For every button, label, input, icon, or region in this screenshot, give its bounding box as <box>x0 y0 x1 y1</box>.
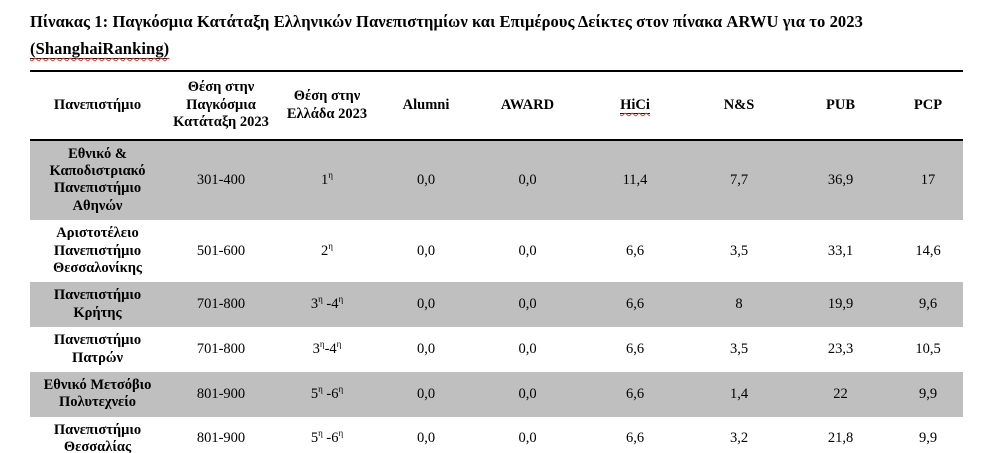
title-shanghairanking: (ShanghaiRanking) <box>30 39 170 60</box>
award-score: 0,0 <box>518 385 537 402</box>
university-name: Πανεπιστήμιο Θεσσαλίας <box>53 421 142 453</box>
pub-score: 23,3 <box>827 340 854 357</box>
greece-rank-value: 5η -6η <box>310 383 344 402</box>
table-row: Εθνικό Μετσόβιο Πολυτεχνείο 801-900 5η -6η… <box>30 371 963 417</box>
pub-score: 22 <box>833 385 848 402</box>
hici-score: 6,6 <box>625 430 645 447</box>
table-header-row: Πανεπιστήμιο Θέση στην Παγκόσμια Κατάταξ… <box>30 71 963 141</box>
award-score: 0,0 <box>518 242 537 259</box>
world-rank-value: 501-600 <box>196 242 246 259</box>
table-row: Εθνικό & Καποδιστριακό Πανεπιστήμιο Αθην… <box>30 139 963 221</box>
header-world-rank: Θέση στην Παγκόσμια Κατάταξη 2023 <box>165 71 277 141</box>
alumni-score: 0,0 <box>416 340 436 357</box>
award-score: 0,0 <box>518 296 537 313</box>
university-name: Εθνικό Μετσόβιο Πολυτεχνείο <box>43 376 152 411</box>
world-rank-value: 801-900 <box>196 385 246 402</box>
hici-score: 6,6 <box>625 242 645 259</box>
header-pub-label: PUB <box>826 96 855 113</box>
greece-rank-value: 2η <box>321 240 333 259</box>
header-alumni-label: Alumni <box>402 96 450 113</box>
greece-rank-value: 3η -4η <box>310 294 344 313</box>
header-hici-label: HiCi <box>620 96 650 114</box>
award-score: 0,0 <box>518 340 537 357</box>
rankings-table: Πανεπιστήμιο Θέση στην Παγκόσμια Κατάταξ… <box>30 70 963 453</box>
alumni-score: 0,0 <box>416 430 436 447</box>
ns-score: 1,4 <box>729 385 749 402</box>
university-name: Πανεπιστήμιο Κρήτης <box>53 287 142 321</box>
table-row: Πανεπιστήμιο Πατρών 701-800 3η-4η 0,0 0,0 6,6… <box>30 327 963 372</box>
alumni-score: 0,0 <box>416 171 436 188</box>
header-award: AWARD <box>475 71 580 141</box>
pcp-score: 9,6 <box>918 296 938 313</box>
pub-score: 19,9 <box>827 296 854 313</box>
table-row: Πανεπιστήμιο Κρήτης 701-800 3η -4η 0,0 0,0 6,… <box>30 282 963 328</box>
title-line1: Πίνακας 1: Παγκόσμια Κατάταξη Ελληνικών … <box>30 12 863 31</box>
header-ns: N&S <box>690 71 788 141</box>
world-rank-value: 701-800 <box>196 340 246 357</box>
header-greece-rank: Θέση στην Ελλάδα 2023 <box>277 71 377 141</box>
award-score: 0,0 <box>518 171 537 188</box>
pcp-score: 14,6 <box>915 242 941 259</box>
header-greece-rank-label: Θέση στην Ελλάδα 2023 <box>286 88 368 122</box>
header-pub: PUB <box>788 71 893 141</box>
alumni-score: 0,0 <box>416 296 436 313</box>
header-university-label: Πανεπιστήμιο <box>53 96 142 113</box>
table-row: Αριστοτέλειο Πανεπιστήμιο Θεσσαλονίκης 50… <box>30 220 963 282</box>
ns-score: 8 <box>735 296 743 313</box>
pub-score: 33,1 <box>827 242 854 259</box>
university-name: Εθνικό & Καποδιστριακό Πανεπιστήμιο Αθην… <box>49 145 146 214</box>
hici-score: 6,6 <box>625 296 645 313</box>
pub-score: 36,9 <box>827 171 854 188</box>
alumni-score: 0,0 <box>416 385 436 402</box>
header-award-label: AWARD <box>500 96 555 113</box>
header-ns-label: N&S <box>723 96 755 113</box>
greece-rank-value: 1η <box>321 169 333 188</box>
award-score: 0,0 <box>518 430 537 447</box>
world-rank-value: 801-900 <box>196 430 246 447</box>
alumni-score: 0,0 <box>416 242 436 259</box>
header-pcp-label: PCP <box>913 96 943 113</box>
header-hici: HiCi <box>580 71 690 141</box>
table-row: Πανεπιστήμιο Θεσσαλίας 801-900 5η -6η 0,0 0,… <box>30 417 963 453</box>
table-body: Εθνικό & Καποδιστριακό Πανεπιστήμιο Αθην… <box>30 139 963 453</box>
greece-rank-value: 3η-4η <box>312 338 342 357</box>
pcp-score: 9,9 <box>918 430 938 447</box>
world-rank-value: 701-800 <box>196 296 246 313</box>
pcp-score: 10,5 <box>915 340 941 357</box>
university-name: Αριστοτέλειο Πανεπιστήμιο Θεσσαλονίκης <box>52 225 143 276</box>
pcp-score: 9,9 <box>918 385 938 402</box>
ns-score: 7,7 <box>729 171 749 188</box>
ns-score: 3,2 <box>729 430 749 447</box>
page-title: Πίνακας 1: Παγκόσμια Κατάταξη Ελληνικών … <box>30 8 965 62</box>
header-world-rank-label: Θέση στην Παγκόσμια Κατάταξη 2023 <box>173 79 269 131</box>
world-rank-value: 301-400 <box>196 171 246 188</box>
hici-score: 6,6 <box>625 340 645 357</box>
university-name: Πανεπιστήμιο Πατρών <box>53 332 142 366</box>
hici-score: 6,6 <box>625 385 645 402</box>
header-university: Πανεπιστήμιο <box>30 71 165 141</box>
greece-rank-value: 5η -6η <box>310 428 344 447</box>
hici-score: 11,4 <box>622 171 648 188</box>
pub-score: 21,8 <box>827 430 854 447</box>
header-alumni: Alumni <box>377 71 475 141</box>
ns-score: 3,5 <box>729 242 749 259</box>
pcp-score: 17 <box>920 171 936 188</box>
header-pcp: PCP <box>893 71 963 141</box>
ns-score: 3,5 <box>729 340 749 357</box>
